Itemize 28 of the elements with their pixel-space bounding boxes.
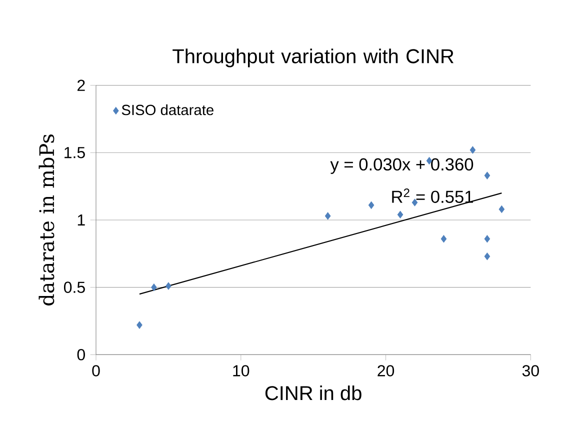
point (498, 206, 505, 214)
y-tick-label: 0.5 (64, 282, 85, 294)
x-axis-title: CINR in db (265, 386, 362, 400)
point (484, 252, 490, 260)
point (440, 235, 447, 243)
legend-label: SISO datarate (122, 104, 214, 116)
annotation: R$^{2}$ = 0.551 (392, 188, 473, 204)
point (136, 321, 142, 329)
y-tick-label: 0 (77, 349, 85, 360)
chart-title: Throughput variation with CINR (172, 48, 454, 68)
point (412, 198, 418, 206)
x-tick-label: 0 (92, 365, 100, 377)
y-axis-title: datarate in mbPs (38, 134, 54, 306)
point (397, 211, 404, 219)
y-tick-label: 1.5 (64, 147, 85, 158)
point (484, 172, 490, 180)
point (484, 235, 490, 243)
point (368, 202, 374, 210)
x-tick-label: 30 (522, 365, 539, 377)
point (151, 284, 157, 292)
point (470, 146, 476, 154)
annotation: y = 0.030x + 0.360 (330, 158, 474, 174)
point (166, 282, 172, 290)
y-tick-label: 1 (78, 214, 85, 226)
x-tick-label: 10 (233, 365, 250, 377)
x-tick-label: 20 (378, 365, 394, 377)
point (324, 212, 331, 220)
y-tick-label: 2 (78, 80, 85, 92)
